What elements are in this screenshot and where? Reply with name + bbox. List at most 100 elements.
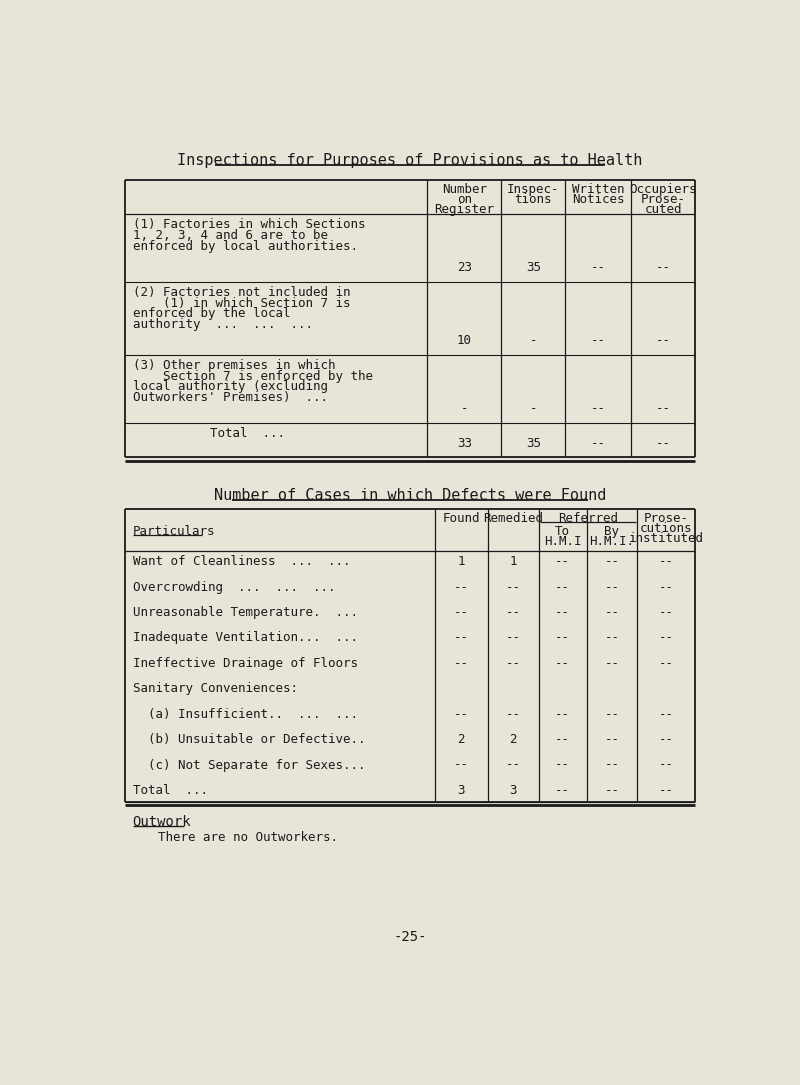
Text: --: -- — [555, 656, 570, 669]
Text: Inspec-: Inspec- — [507, 183, 559, 196]
Text: --: -- — [590, 403, 606, 416]
Text: Referred: Referred — [558, 512, 618, 525]
Text: --: -- — [604, 758, 619, 771]
Text: Remedied: Remedied — [483, 512, 543, 525]
Text: (1) in which Section 7 is: (1) in which Section 7 is — [133, 296, 350, 309]
Text: Prose-: Prose- — [644, 512, 689, 525]
Text: --: -- — [604, 607, 619, 620]
Text: Outwork: Outwork — [133, 816, 191, 830]
Text: --: -- — [555, 733, 570, 746]
Text: local authority (excluding: local authority (excluding — [133, 381, 327, 394]
Text: 35: 35 — [526, 437, 541, 450]
Text: --: -- — [658, 556, 674, 569]
Text: enforced by the local: enforced by the local — [133, 307, 290, 320]
Text: Written: Written — [572, 183, 624, 196]
Text: 1: 1 — [458, 556, 465, 569]
Text: Found: Found — [442, 512, 480, 525]
Text: 2: 2 — [510, 733, 517, 746]
Text: (1) Factories in which Sections: (1) Factories in which Sections — [133, 218, 365, 231]
Text: --: -- — [658, 580, 674, 593]
Text: --: -- — [555, 758, 570, 771]
Text: --: -- — [590, 334, 606, 347]
Text: 10: 10 — [457, 334, 472, 347]
Text: --: -- — [655, 334, 670, 347]
Text: authority  ...  ...  ...: authority ... ... ... — [133, 318, 313, 331]
Text: 3: 3 — [458, 784, 465, 796]
Text: (3) Other premises in which: (3) Other premises in which — [133, 359, 335, 372]
Text: --: -- — [658, 733, 674, 746]
Text: --: -- — [555, 631, 570, 644]
Text: (2) Factories not included in: (2) Factories not included in — [133, 285, 350, 298]
Text: --: -- — [655, 437, 670, 450]
Text: (a) Insufficient..  ...  ...: (a) Insufficient.. ... ... — [133, 707, 358, 720]
Text: --: -- — [454, 580, 469, 593]
Text: 23: 23 — [457, 261, 472, 275]
Text: Section 7 is enforced by the: Section 7 is enforced by the — [133, 370, 373, 383]
Text: --: -- — [604, 580, 619, 593]
Text: Number of Cases in which Defects were Found: Number of Cases in which Defects were Fo… — [214, 488, 606, 503]
Text: --: -- — [604, 733, 619, 746]
Text: (c) Not Separate for Sexes...: (c) Not Separate for Sexes... — [133, 758, 365, 771]
Text: --: -- — [655, 261, 670, 275]
Text: --: -- — [655, 403, 670, 416]
Text: 2: 2 — [458, 733, 465, 746]
Text: --: -- — [658, 656, 674, 669]
Text: (b) Unsuitable or Defective..: (b) Unsuitable or Defective.. — [133, 733, 365, 746]
Text: Inadequate Ventilation...  ...: Inadequate Ventilation... ... — [133, 631, 358, 644]
Text: 33: 33 — [457, 437, 472, 450]
Text: --: -- — [555, 580, 570, 593]
Text: --: -- — [506, 607, 521, 620]
Text: --: -- — [658, 758, 674, 771]
Text: --: -- — [555, 707, 570, 720]
Text: --: -- — [454, 758, 469, 771]
Text: --: -- — [590, 437, 606, 450]
Text: By: By — [604, 525, 619, 538]
Text: -25-: -25- — [394, 930, 426, 944]
Text: 35: 35 — [526, 261, 541, 275]
Text: Register: Register — [434, 203, 494, 216]
Text: Ineffective Drainage of Floors: Ineffective Drainage of Floors — [133, 656, 358, 669]
Text: cutions: cutions — [640, 522, 692, 535]
Text: --: -- — [506, 631, 521, 644]
Text: Total  ...: Total ... — [210, 426, 285, 439]
Text: on: on — [457, 193, 472, 206]
Text: --: -- — [506, 758, 521, 771]
Text: --: -- — [506, 707, 521, 720]
Text: Outworkers' Premises)  ...: Outworkers' Premises) ... — [133, 392, 327, 405]
Text: --: -- — [555, 607, 570, 620]
Text: Total  ...: Total ... — [133, 784, 207, 796]
Text: Particulars: Particulars — [133, 525, 215, 538]
Text: 3: 3 — [510, 784, 517, 796]
Text: --: -- — [658, 631, 674, 644]
Text: Overcrowding  ...  ...  ...: Overcrowding ... ... ... — [133, 580, 335, 593]
Text: Inspections for Purposes of Provisions as to Health: Inspections for Purposes of Provisions a… — [178, 153, 642, 168]
Text: --: -- — [506, 580, 521, 593]
Text: There are no Outworkers.: There are no Outworkers. — [158, 831, 338, 844]
Text: --: -- — [454, 607, 469, 620]
Text: Notices: Notices — [572, 193, 624, 206]
Text: Sanitary Conveniences:: Sanitary Conveniences: — [133, 682, 298, 695]
Text: 1, 2, 3, 4 and 6 are to be: 1, 2, 3, 4 and 6 are to be — [133, 229, 327, 242]
Text: --: -- — [590, 261, 606, 275]
Text: --: -- — [658, 784, 674, 796]
Text: enforced by local authorities.: enforced by local authorities. — [133, 240, 358, 253]
Text: --: -- — [555, 556, 570, 569]
Text: --: -- — [658, 707, 674, 720]
Text: Unreasonable Temperature.  ...: Unreasonable Temperature. ... — [133, 607, 358, 620]
Text: Occupiers: Occupiers — [630, 183, 697, 196]
Text: instituted: instituted — [629, 532, 704, 545]
Text: --: -- — [454, 631, 469, 644]
Text: --: -- — [604, 656, 619, 669]
Text: 1: 1 — [510, 556, 517, 569]
Text: -: - — [461, 403, 468, 416]
Text: To: To — [555, 525, 570, 538]
Text: -: - — [530, 334, 537, 347]
Text: H.M.I: H.M.I — [544, 535, 582, 548]
Text: --: -- — [555, 784, 570, 796]
Text: Want of Cleanliness  ...  ...: Want of Cleanliness ... ... — [133, 556, 350, 569]
Text: tions: tions — [514, 193, 552, 206]
Text: H.M.I.: H.M.I. — [590, 535, 634, 548]
Text: --: -- — [658, 607, 674, 620]
Text: --: -- — [604, 631, 619, 644]
Text: --: -- — [604, 707, 619, 720]
